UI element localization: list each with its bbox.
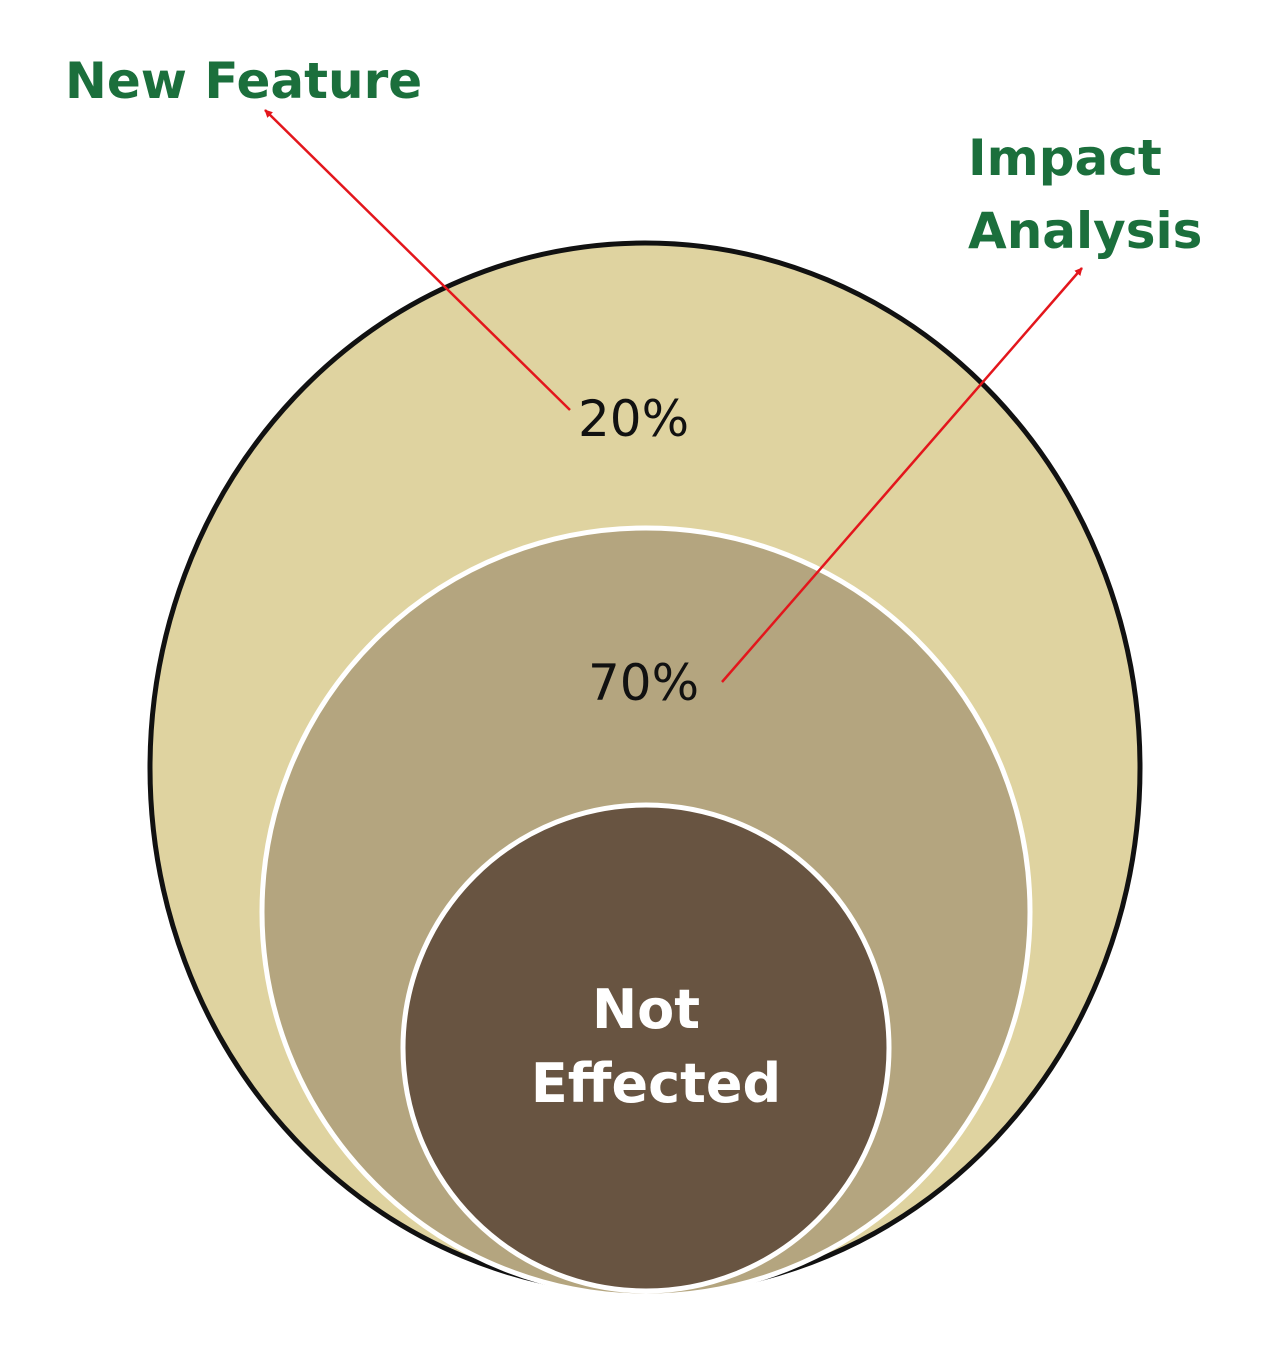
middle-percent-label: 70%	[588, 654, 699, 712]
inner-label-line2: Effected	[531, 1052, 781, 1115]
new-feature-label: New Feature	[65, 52, 422, 110]
impact-analysis-label-line2: Analysis	[968, 202, 1202, 260]
inner-label-line1: Not	[592, 978, 700, 1041]
inner-circle-not-effected	[400, 802, 892, 1294]
arrow-to-impact-analysis	[721, 267, 1083, 683]
impact-analysis-label-line1: Impact	[968, 129, 1162, 187]
outer-percent-label: 20%	[578, 390, 689, 448]
arrow-to-new-feature	[264, 109, 571, 411]
